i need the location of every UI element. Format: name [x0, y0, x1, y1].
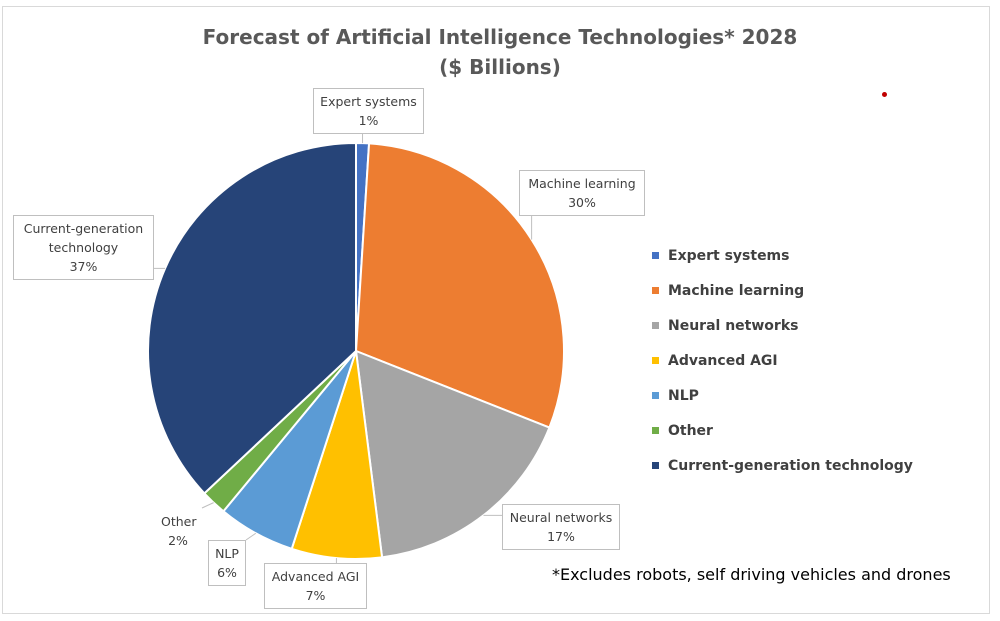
legend-label: NLP	[668, 387, 699, 404]
data-label-value: 1%	[358, 113, 379, 128]
legend: Expert systems Machine learning Neural n…	[652, 238, 913, 483]
data-label-category: Machine learning	[528, 176, 636, 191]
legend-item: Advanced AGI	[652, 343, 913, 378]
data-label-category: NLP	[215, 546, 239, 561]
pie-slice-neural-networks	[354, 349, 551, 559]
legend-item: Current-generation technology	[652, 448, 913, 483]
data-label-value: 6%	[217, 565, 237, 580]
leader-line	[201, 502, 214, 509]
legend-swatch	[652, 427, 659, 434]
data-label-current-generation-technology: Current-generation technology 37%	[13, 215, 154, 280]
legend-swatch	[652, 357, 659, 364]
legend-item: NLP	[652, 378, 913, 413]
data-label-expert-systems: Expert systems 1%	[313, 88, 424, 134]
chart-subtitle: ($ Billions)	[439, 55, 561, 79]
legend-swatch	[652, 392, 659, 399]
legend-item: Expert systems	[652, 238, 913, 273]
data-label-value: 37%	[69, 259, 98, 274]
legend-label: Other	[668, 422, 713, 439]
pie-slice-machine-learning	[354, 142, 565, 429]
legend-item: Other	[652, 413, 913, 448]
data-label-value: 17%	[547, 529, 575, 544]
legend-label: Neural networks	[668, 317, 799, 334]
chart-footnote: *Excludes robots, self driving vehicles …	[552, 565, 951, 584]
marker-dot	[882, 92, 887, 97]
legend-item: Neural networks	[652, 308, 913, 343]
data-label-value: 30%	[568, 195, 596, 210]
data-label-category: Expert systems	[320, 94, 417, 109]
legend-label: Machine learning	[668, 282, 805, 299]
data-label-advanced-agi: Advanced AGI 7%	[264, 563, 367, 609]
legend-label: Expert systems	[668, 247, 790, 264]
legend-swatch	[652, 322, 659, 329]
chart-title-main: Forecast of Artificial Intelligence Tech…	[202, 25, 798, 49]
data-label-category: Advanced AGI	[271, 569, 360, 584]
legend-swatch	[652, 462, 659, 469]
legend-swatch	[652, 252, 659, 259]
pie-slice-current-generation-technology	[147, 141, 357, 495]
chart-title: Forecast of Artificial Intelligence Tech…	[0, 22, 1000, 82]
legend-label: Current-generation technology	[668, 457, 913, 474]
data-label-machine-learning: Machine learning 30%	[519, 170, 645, 216]
data-label-value: 2%	[168, 533, 188, 548]
data-label-category: Current-generation technology	[23, 221, 144, 255]
data-label-neural-networks: Neural networks 17%	[502, 504, 620, 550]
data-label-category: Neural networks	[509, 510, 613, 525]
data-label-value: 7%	[305, 588, 326, 603]
data-label-category: Other	[161, 514, 197, 529]
legend-label: Advanced AGI	[668, 352, 778, 369]
leader-line	[245, 532, 257, 541]
legend-swatch	[652, 287, 659, 294]
data-label-nlp: NLP 6%	[208, 540, 246, 586]
data-label-other: Other 2%	[154, 508, 202, 554]
legend-item: Machine learning	[652, 273, 913, 308]
